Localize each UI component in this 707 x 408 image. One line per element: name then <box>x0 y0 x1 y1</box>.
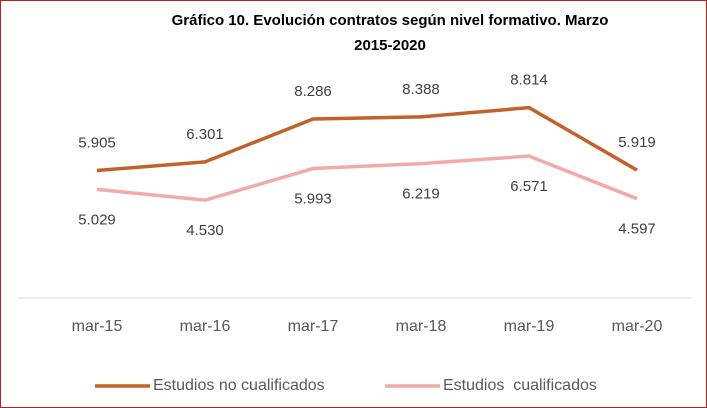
data-label: 4.597 <box>618 221 656 238</box>
data-label: 4.530 <box>186 222 224 239</box>
data-label: 8.388 <box>402 81 440 98</box>
data-label: 6.219 <box>402 186 440 203</box>
x-tick-label: mar-16 <box>180 318 231 335</box>
data-label: 6.571 <box>510 178 548 195</box>
data-label: 6.301 <box>186 126 224 143</box>
x-tick-label: mar-20 <box>612 318 663 335</box>
legend-label: Estudios cualificados <box>443 377 597 394</box>
data-label: 5.919 <box>618 134 656 151</box>
x-tick-label: mar-17 <box>288 318 339 335</box>
chart-title: Gráfico 10. Evolución contratos según ni… <box>172 12 609 29</box>
chart-title: 2015-2020 <box>354 37 426 54</box>
data-label: 5.993 <box>294 191 332 208</box>
data-label: 8.814 <box>510 72 548 89</box>
data-label: 5.029 <box>78 211 116 228</box>
series-line <box>96 154 638 202</box>
x-tick-label: mar-19 <box>504 318 555 335</box>
x-tick-label: mar-15 <box>72 318 123 335</box>
series-line <box>96 105 638 173</box>
data-label: 5.905 <box>78 134 116 151</box>
x-tick-label: mar-18 <box>396 318 447 335</box>
data-label: 8.286 <box>294 83 332 100</box>
legend-label: Estudios no cualificados <box>153 377 325 394</box>
